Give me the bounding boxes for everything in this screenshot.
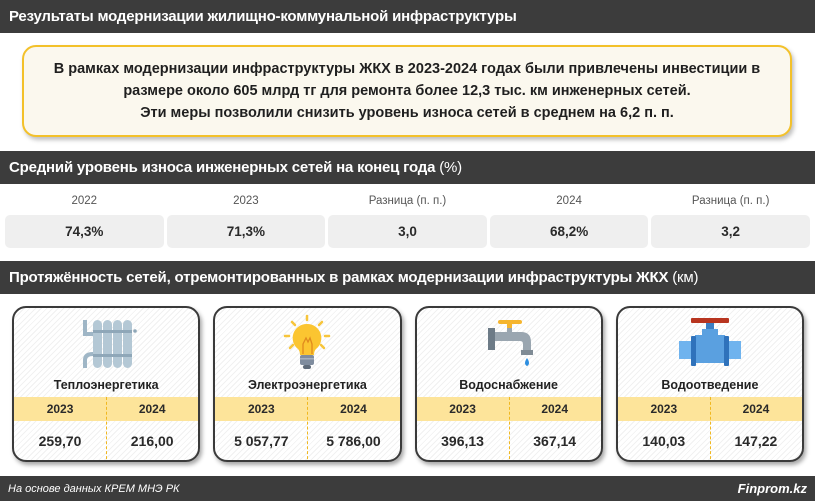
year-label: 2024 [340, 402, 367, 416]
card-title: Теплоэнергетика [53, 378, 159, 392]
data-source: На основе данных КРЕМ МНЭ РК [8, 482, 180, 495]
year-label: 2024 [541, 402, 569, 416]
card-title: Водоснабжение [459, 378, 558, 392]
section-header-length: Протяжённость сетей, отремонтированных в… [0, 261, 815, 294]
stat-label: 2023 [233, 195, 259, 207]
card-heating: Теплоэнергетика 2023 2024 259,70 216,00 [12, 306, 201, 462]
value-2023: 396,13 [441, 432, 484, 449]
year-label: 2024 [138, 402, 166, 416]
stat-value: 68,2% [489, 215, 649, 248]
dashed-divider [508, 397, 510, 460]
value-2023: 140,03 [642, 432, 686, 449]
card-title: Водоотведение [661, 378, 759, 392]
value-row: 259,70 216,00 [14, 421, 198, 460]
year-label: 2023 [449, 402, 476, 416]
value-2024: 216,00 [130, 432, 174, 449]
water-tap-icon [487, 320, 533, 366]
year-label: 2023 [247, 402, 275, 416]
summary-line: размере около 605 млрд тг для ремонта бо… [123, 83, 691, 99]
section-unit: (км) [672, 269, 699, 286]
stat-label: Разница (п. п.) [368, 195, 447, 207]
radiator-icon [83, 320, 137, 368]
summary-callout: В рамках модернизации инфраструктуры ЖКХ… [22, 45, 792, 137]
value-2023: 259,70 [38, 432, 82, 449]
section-title: Протяжённость сетей, отремонтированных в… [9, 269, 669, 286]
stat-2024: 2024 68,2% [489, 187, 649, 248]
pipe-valve-icon [678, 318, 741, 366]
value-2024: 147,22 [734, 432, 778, 449]
dashed-divider [709, 397, 711, 460]
year-label: 2024 [742, 402, 770, 416]
value-row: 140,03 147,22 [618, 421, 802, 460]
year-label: 2023 [46, 402, 74, 416]
page-title: Результаты модернизации жилищно-коммунал… [9, 8, 517, 25]
stat-label: 2022 [71, 195, 98, 207]
wear-stats-row: 2022 74,3% 2023 71,3% Разница (п. п.) 3,… [5, 187, 810, 248]
network-cards: Теплоэнергетика 2023 2024 259,70 216,00 … [12, 306, 804, 462]
value-2024: 5 786,00 [326, 432, 381, 449]
section-unit: (%) [439, 159, 462, 176]
value-row: 396,13 367,14 [417, 421, 601, 460]
brand-logo: Finprom.kz [737, 481, 807, 496]
value-row: 5 057,77 5 786,00 [215, 421, 399, 460]
value-2024: 367,14 [533, 432, 577, 449]
stat-diff-2024: Разница (п. п.) 3,2 [651, 187, 810, 248]
dashed-divider [106, 397, 108, 460]
stat-diff-2023: Разница (п. п.) 3,0 [328, 187, 487, 248]
stat-label: 2024 [556, 195, 582, 207]
card-electricity: Электроэнергетика 2023 2024 5 057,77 5 7… [213, 306, 402, 462]
dashed-divider [307, 397, 309, 460]
value-2023: 5 057,77 [234, 432, 289, 449]
light-bulb-icon [284, 314, 331, 369]
stat-2022: 2022 74,3% [5, 187, 164, 248]
stat-value: 3,0 [328, 215, 487, 248]
stat-value: 71,3% [166, 215, 326, 248]
page-title-bar: Результаты модернизации жилищно-коммунал… [0, 0, 815, 33]
stat-value: 74,3% [5, 215, 164, 248]
stat-value: 3,2 [651, 215, 810, 248]
section-header-wear: Средний уровень износа инженерных сетей … [0, 151, 815, 184]
summary-line: Эти меры позволили снизить уровень износ… [140, 105, 674, 121]
section-title: Средний уровень износа инженерных сетей … [9, 159, 436, 176]
card-title: Электроэнергетика [247, 378, 367, 392]
stat-2023: 2023 71,3% [166, 187, 326, 248]
summary-line: В рамках модернизации инфраструктуры ЖКХ… [53, 61, 761, 77]
year-label: 2023 [650, 402, 678, 416]
card-water-supply: Водоснабжение 2023 2024 396,13 367,14 [414, 306, 603, 462]
card-drainage: Водоотведение 2023 2024 140,03 147,22 [615, 306, 804, 462]
stat-label: Разница (п. п.) [691, 195, 770, 207]
footer-bar: На основе данных КРЕМ МНЭ РК Finprom.kz [0, 476, 815, 501]
